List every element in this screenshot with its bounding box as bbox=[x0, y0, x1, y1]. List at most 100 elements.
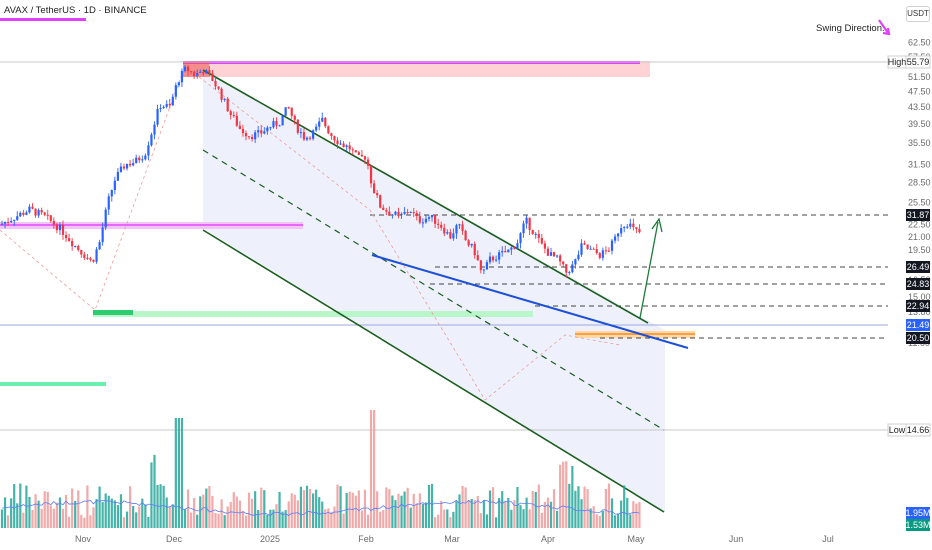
volume-bar bbox=[37, 500, 40, 528]
volume-bar bbox=[369, 410, 373, 528]
candle-body bbox=[217, 86, 220, 89]
volume-bar bbox=[19, 483, 22, 528]
volume-bar bbox=[382, 510, 385, 528]
candle-body bbox=[205, 70, 208, 74]
candle-body bbox=[385, 210, 388, 212]
volume-bar bbox=[153, 454, 156, 528]
volume-bar bbox=[394, 500, 397, 528]
y-tick-label: 51.50 bbox=[908, 72, 931, 82]
candle-body bbox=[458, 224, 461, 226]
price-tag-value: 20.50 bbox=[907, 333, 930, 343]
volume-bar bbox=[525, 497, 528, 528]
candle-body bbox=[357, 152, 360, 155]
candle-body bbox=[632, 223, 635, 228]
volume-bar bbox=[312, 493, 315, 528]
volume-bar bbox=[430, 483, 434, 528]
volume-bar bbox=[577, 486, 580, 528]
candle-body bbox=[586, 244, 589, 249]
volume-bar bbox=[116, 505, 119, 528]
volume-bar bbox=[562, 461, 565, 528]
volume-bar bbox=[28, 496, 31, 528]
candle-body bbox=[202, 71, 205, 74]
volume-ma-line bbox=[1, 499, 640, 517]
candle-body bbox=[525, 217, 528, 224]
candle-body bbox=[363, 156, 367, 160]
candle-body bbox=[77, 245, 80, 250]
candle-body bbox=[318, 121, 321, 127]
volume-bar bbox=[22, 512, 25, 528]
candle-body bbox=[418, 216, 421, 223]
volume-bar bbox=[254, 491, 257, 528]
currency-button[interactable]: USDT bbox=[906, 6, 930, 22]
volume-bar bbox=[516, 486, 519, 528]
volume-bar bbox=[80, 514, 83, 528]
volume-bar bbox=[302, 490, 306, 528]
candle-body bbox=[376, 193, 379, 196]
candle-body bbox=[373, 183, 376, 194]
candle-body bbox=[0, 223, 4, 225]
volume-bar bbox=[406, 487, 409, 528]
volume-bar bbox=[546, 497, 550, 528]
volume-bar bbox=[43, 491, 46, 528]
volume-bar bbox=[464, 487, 467, 528]
orange-zone-line bbox=[575, 333, 695, 335]
x-tick-label: Jul bbox=[822, 534, 834, 544]
candle-body bbox=[211, 73, 214, 81]
candle-body bbox=[138, 157, 141, 161]
candle-body bbox=[156, 108, 159, 125]
candle-body bbox=[546, 248, 550, 256]
volume-bar bbox=[107, 495, 110, 528]
x-tick-label: Nov bbox=[75, 534, 92, 544]
candle-body bbox=[254, 132, 257, 140]
candles bbox=[0, 64, 641, 278]
candle-body bbox=[40, 210, 43, 213]
volume-bar bbox=[247, 492, 251, 528]
volume-bar bbox=[589, 508, 592, 528]
candle-body bbox=[13, 219, 16, 221]
candle-body bbox=[382, 207, 385, 211]
candle-body bbox=[455, 225, 458, 234]
candle-body bbox=[430, 215, 434, 218]
candle-body bbox=[278, 125, 281, 127]
volume-bar bbox=[528, 509, 531, 528]
candle-body bbox=[25, 212, 28, 215]
candle-body bbox=[592, 248, 595, 250]
volume-bar bbox=[86, 485, 89, 528]
candle-body bbox=[180, 70, 184, 83]
candle-body bbox=[574, 259, 577, 265]
candle-body bbox=[507, 249, 510, 253]
volume-bar bbox=[342, 513, 345, 528]
candle-body bbox=[485, 262, 489, 270]
volume-bar bbox=[632, 501, 635, 528]
candle-body bbox=[290, 107, 293, 116]
candle-body bbox=[461, 224, 464, 231]
volume-bar bbox=[424, 502, 428, 528]
volume-bar bbox=[491, 487, 495, 528]
volume-bar bbox=[220, 499, 223, 528]
candle-body bbox=[412, 212, 415, 214]
candle-body bbox=[31, 206, 34, 209]
volume-bar bbox=[559, 464, 562, 528]
volume-bar bbox=[507, 497, 510, 528]
candle-body bbox=[193, 71, 196, 76]
candle-body bbox=[58, 224, 62, 231]
candle-body bbox=[479, 260, 482, 271]
y-tick-label: 28.50 bbox=[908, 177, 931, 187]
channel-mid bbox=[202, 149, 665, 431]
volume-bar bbox=[552, 489, 556, 528]
volume-bar bbox=[83, 517, 86, 528]
time-axis[interactable]: Nov Dec 2025 Feb Mar Apr May Jun Jul bbox=[75, 534, 834, 544]
volume-bar bbox=[150, 462, 153, 528]
candle-body bbox=[89, 258, 92, 260]
candle-body bbox=[293, 115, 296, 120]
candle-body bbox=[229, 111, 232, 116]
volume-bar bbox=[379, 511, 382, 528]
candle-body bbox=[540, 237, 543, 244]
volume-bar bbox=[373, 410, 376, 528]
candle-body bbox=[16, 216, 19, 220]
candle-body bbox=[638, 228, 641, 233]
volume-bar bbox=[549, 501, 553, 528]
candle-body bbox=[186, 66, 190, 72]
candle-body bbox=[83, 254, 86, 258]
